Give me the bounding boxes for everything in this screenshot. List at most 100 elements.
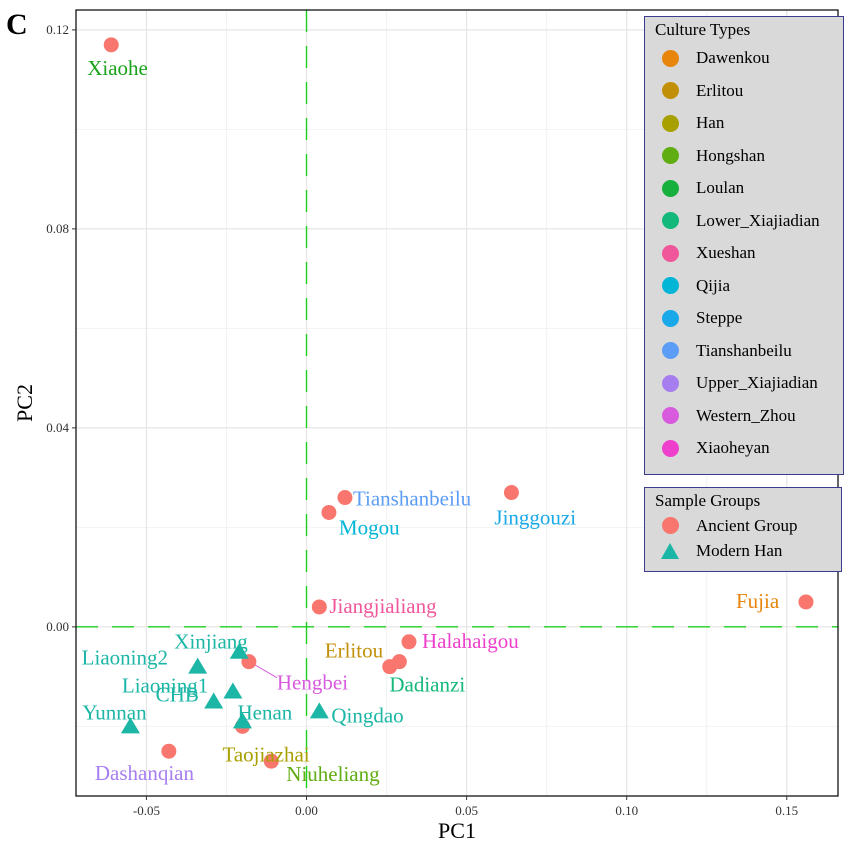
point-triangle-chb: [204, 692, 224, 709]
legend-key: [658, 144, 682, 168]
point-triangle-xinjiang: [229, 642, 249, 659]
legend-key: [658, 371, 682, 395]
culture-legend-label: Steppe: [696, 308, 743, 328]
circle-swatch-icon: [661, 212, 679, 230]
culture-legend-item: Tianshanbeilu: [645, 335, 843, 368]
point-label-erlitou: Erlitou: [325, 639, 384, 663]
culture-legend-item: Xueshan: [645, 237, 843, 270]
point-label-mogou: Mogou: [339, 515, 400, 539]
legend-key: [658, 436, 682, 460]
culture-types-legend: Culture Types Dawenkou Erlitou Han Hongshan…: [644, 16, 844, 475]
circle-swatch-icon: [661, 374, 679, 392]
point-label-fujia: Fujia: [736, 589, 780, 613]
point-triangle-qingdao: [309, 702, 329, 719]
point-circle-fujia: [798, 594, 814, 610]
point-label-yunnan: Yunnan: [82, 700, 147, 724]
legend-key: [658, 176, 682, 200]
point-circle-jiangjialiang: [311, 599, 327, 615]
group-legend-label: Modern Han: [696, 540, 783, 560]
point-label-liaoning2: Liaoning2: [82, 646, 168, 670]
point-circle-mogou: [321, 504, 337, 520]
group-legend-item: Modern Han: [645, 538, 841, 563]
x-tick-label: 0.05: [455, 803, 478, 818]
triangle-swatch-icon: [661, 542, 679, 559]
point-label-xinjiang: Xinjiang: [174, 630, 248, 654]
y-tick-label: 0.12: [46, 22, 69, 37]
point-circle-jinggouzi: [503, 485, 519, 501]
x-tick-label: 0.15: [775, 803, 798, 818]
point-label-dashanqian: Dashanqian: [95, 761, 195, 785]
culture-legend-label: Hongshan: [696, 145, 765, 165]
legend-key: [658, 241, 682, 265]
point-label-jinggouzi: Jinggouzi: [494, 506, 576, 530]
legend-key: [658, 274, 682, 298]
point-label-niuheliang: Niuheliang: [286, 762, 380, 786]
legend-key: [658, 306, 682, 330]
circle-swatch-icon: [661, 277, 679, 295]
culture-legend-item: Qijia: [645, 270, 843, 303]
point-circle-xiaohe: [103, 37, 119, 53]
point-label-jiangjialiang: Jiangjialiang: [329, 594, 437, 618]
culture-legend-label: Loulan: [696, 178, 745, 198]
point-label-henan: Henan: [237, 700, 292, 724]
legend-key: [658, 111, 682, 135]
culture-legend-item: Han: [645, 107, 843, 140]
circle-swatch-icon: [661, 439, 679, 457]
point-triangle-yunnan: [120, 717, 140, 734]
x-tick-label: 0.10: [615, 803, 638, 818]
culture-legend-item: Western_Zhou: [645, 400, 843, 433]
point-label-chb: CHB: [156, 682, 199, 706]
y-tick-label: 0.04: [46, 420, 69, 435]
panel-label: C: [6, 8, 28, 41]
point-triangle-liaoning2: [188, 657, 208, 674]
groups-legend-title: Sample Groups: [655, 491, 761, 510]
circle-swatch-icon: [661, 179, 679, 197]
circle-swatch-icon: [661, 82, 679, 100]
culture-legend-label: Xiaoheyan: [696, 438, 770, 458]
legend-key: [658, 514, 682, 538]
point-triangle-liaoning1: [223, 682, 243, 699]
point-label-xiaohe: Xiaohe: [87, 56, 148, 80]
culture-legend-label: Tianshanbeilu: [696, 340, 792, 360]
point-triangle-henan: [232, 712, 252, 729]
point-circle-tianshanbeilu: [337, 490, 353, 506]
culture-legend-label: Qijia: [696, 275, 730, 295]
circle-swatch-icon: [661, 114, 679, 132]
point-circle-halahaigou: [401, 634, 417, 650]
point-circle-dashanqian: [161, 743, 177, 759]
culture-legend-label: Han: [696, 113, 725, 133]
culture-legend-item: Xiaoheyan: [645, 432, 843, 465]
circle-swatch-icon: [661, 147, 679, 165]
culture-legend-label: Upper_Xiajiadian: [696, 373, 818, 393]
point-label-tianshanbeilu: Tianshanbeilu: [353, 487, 472, 511]
culture-legend-item: Erlitou: [645, 75, 843, 108]
culture-legend-item: Steppe: [645, 302, 843, 335]
circle-swatch-icon: [661, 342, 679, 360]
y-tick-label: 0.08: [46, 221, 69, 236]
circle-swatch-icon: [661, 407, 679, 425]
circle-swatch-icon: [661, 244, 679, 262]
culture-legend-title: Culture Types: [655, 20, 751, 39]
point-circle-dadianzi: [391, 654, 407, 670]
legend-key: [658, 404, 682, 428]
point-label-qingdao: Qingdao: [331, 703, 403, 727]
circle-swatch-icon: [661, 49, 679, 67]
group-legend-item: Ancient Group: [645, 513, 841, 538]
group-legend-label: Ancient Group: [696, 515, 798, 535]
sample-groups-legend: Sample Groups Ancient Group Modern Han: [644, 487, 842, 572]
culture-legend-item: Dawenkou: [645, 42, 843, 75]
point-label-hengbei: Hengbei: [277, 671, 348, 695]
culture-legend-label: Dawenkou: [696, 48, 770, 68]
culture-legend-label: Erlitou: [696, 80, 744, 100]
culture-legend-label: Lower_Xiajiadian: [696, 210, 820, 230]
y-tick-label: 0.00: [46, 619, 69, 634]
label-connector: [252, 663, 278, 679]
point-label-liaoning1: Liaoning1: [122, 674, 208, 698]
x-tick-label: -0.05: [133, 803, 160, 818]
culture-legend-label: Xueshan: [696, 243, 756, 263]
point-label-taojiazhai: Taojiazhai: [222, 742, 309, 766]
x-axis-title: PC1: [438, 818, 476, 843]
y-axis-title: PC2: [12, 384, 37, 422]
legend-key: [658, 79, 682, 103]
point-circle-niuheliang: [263, 753, 279, 769]
